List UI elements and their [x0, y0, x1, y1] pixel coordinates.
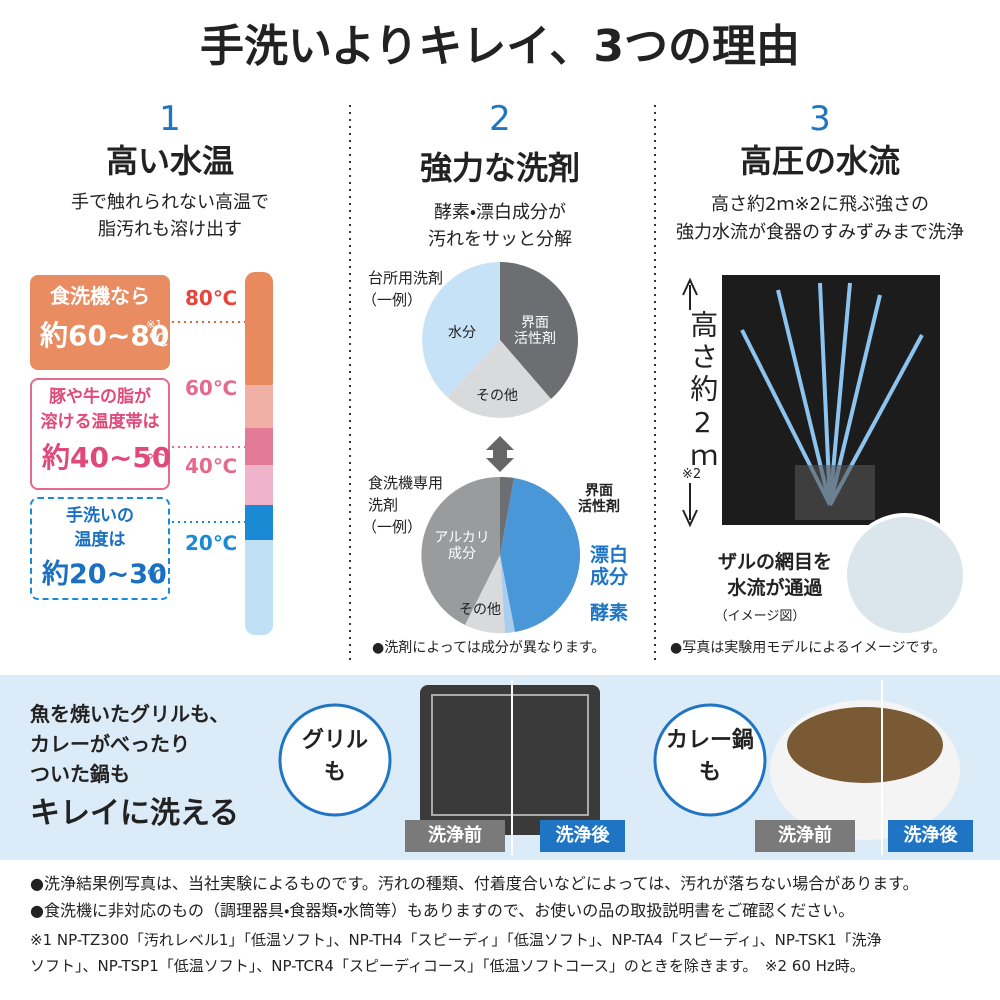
box-text: 約20~30	[42, 559, 167, 590]
box-note: ※1	[146, 318, 163, 331]
reason-title: 高い水温	[105, 142, 235, 180]
grill-circle	[278, 703, 392, 817]
note: ●洗剤によっては成分が異なります。	[372, 640, 606, 656]
temp-label: 80℃	[185, 286, 238, 310]
caption: ザルの網目を	[717, 551, 833, 573]
pie-label: 食洗機専用	[368, 474, 444, 492]
pot-circle	[653, 703, 767, 817]
reason-desc: 脂汚れも溶け出す	[98, 219, 242, 240]
pie-label: （一例）	[362, 518, 423, 536]
slice-label: 漂白 成分	[590, 544, 629, 588]
band-lead: ついた鍋も	[30, 762, 130, 786]
band-lead: 魚を焼いたグリルも、	[30, 702, 230, 726]
box-text: ℃	[146, 451, 166, 471]
slice-label: 界面 活性剤	[578, 483, 620, 516]
note: ●写真は実験用モデルによるイメージです。	[670, 640, 947, 656]
temp-box: 手洗いの 温度は 約20~30 ℃	[30, 497, 170, 600]
box-text: ℃	[146, 567, 166, 587]
temp-box: 食洗機なら 約60~80 ※1 ℃	[30, 275, 170, 370]
pie-2	[421, 476, 581, 634]
pie-1	[422, 262, 578, 418]
box-text: 食洗機なら	[50, 284, 150, 308]
height-label: 高さ約2ｍ	[686, 310, 720, 475]
footnote: ※1 NP-TZ300「汚れレベル1」「低温ソフト」、NP-TH4「スピーディ」…	[30, 931, 882, 949]
slice-label: 界面 活性剤	[514, 315, 556, 348]
reason-desc: 汚れをサッと分解	[428, 229, 572, 250]
reason-title: 強力な洗剤	[419, 149, 581, 187]
footnote: ソフト」、NP-TSP1「低温ソフト」、NP-TCR4「スピーディコース」「低温…	[30, 957, 865, 975]
badge-after: 洗浄後	[888, 820, 973, 852]
badge-before: 洗浄前	[755, 820, 855, 852]
pie-label: （一例）	[362, 291, 423, 309]
slice-label: 水分	[448, 325, 476, 341]
band-claim: キレイに洗える	[30, 796, 240, 831]
circle-text: も	[698, 760, 722, 785]
reason-number: 1	[159, 99, 181, 139]
pot-inside	[787, 707, 943, 783]
caption: 水流が通過	[727, 577, 823, 599]
reason-number: 3	[809, 99, 831, 139]
compare-arrow	[486, 436, 514, 472]
reason-desc: 高さ約2ｍ※2に飛ぶ強さの	[711, 194, 929, 215]
circle-text: も	[323, 760, 347, 785]
thermometer	[245, 272, 273, 635]
reason-number: 2	[489, 99, 511, 139]
grill-rack	[431, 694, 589, 816]
grill-photo	[420, 685, 600, 835]
leader-lines	[172, 321, 245, 523]
box-text: 約40~50	[42, 441, 172, 474]
zoom-photo	[843, 513, 967, 637]
temp-box: 豚や牛の脂が 溶ける温度帯は 約40~50 ℃	[30, 378, 172, 490]
temp-label: 40℃	[185, 454, 238, 478]
badge-before: 洗浄前	[405, 820, 505, 852]
temp-label: 60℃	[185, 376, 238, 400]
slice-label: その他	[476, 388, 518, 404]
temp-label: 20℃	[185, 531, 238, 555]
circle-text: グリル	[301, 728, 369, 753]
footnote: ●洗浄結果例写真は、当社実験によるものです。汚れの種類、付着度合いなどによっては…	[30, 874, 919, 893]
slice-label: その他	[459, 602, 501, 618]
reason-desc: 手で触れられない高温で	[71, 192, 269, 213]
pie-label: 台所用洗剤	[368, 269, 444, 287]
box-text: 約60~80	[40, 319, 170, 352]
band-lead: カレーがべったり	[30, 732, 190, 756]
slice-label: アルカリ 成分	[434, 530, 490, 563]
box-text: 豚や牛の脂が	[49, 387, 151, 407]
footnote: ●食洗機に非対応のもの（調理器具・食器類・水筒等）もありますので、お使いの品の取…	[30, 901, 855, 920]
box-text: 手洗いの	[66, 506, 134, 526]
circle-text: カレー鍋	[665, 728, 755, 753]
reason-desc: 酵素・漂白成分が	[433, 202, 567, 223]
box-text: 温度は	[74, 530, 126, 550]
slice-label: 酵素	[590, 602, 629, 624]
caption-note: （イメージ図）	[714, 609, 806, 624]
reason-desc: 強力水流が食器のすみずみまで洗浄	[676, 222, 964, 243]
pie-label: 洗剤	[368, 496, 399, 514]
height-note: ※2	[682, 467, 702, 483]
badge-after: 洗浄後	[540, 820, 625, 852]
water-photo	[722, 275, 940, 525]
box-text: ℃	[148, 330, 169, 351]
reason-title: 高圧の水流	[739, 142, 901, 180]
box-text: 溶ける温度帯は	[40, 412, 160, 432]
title: 手洗いよりキレイ、3つの理由	[200, 21, 800, 72]
